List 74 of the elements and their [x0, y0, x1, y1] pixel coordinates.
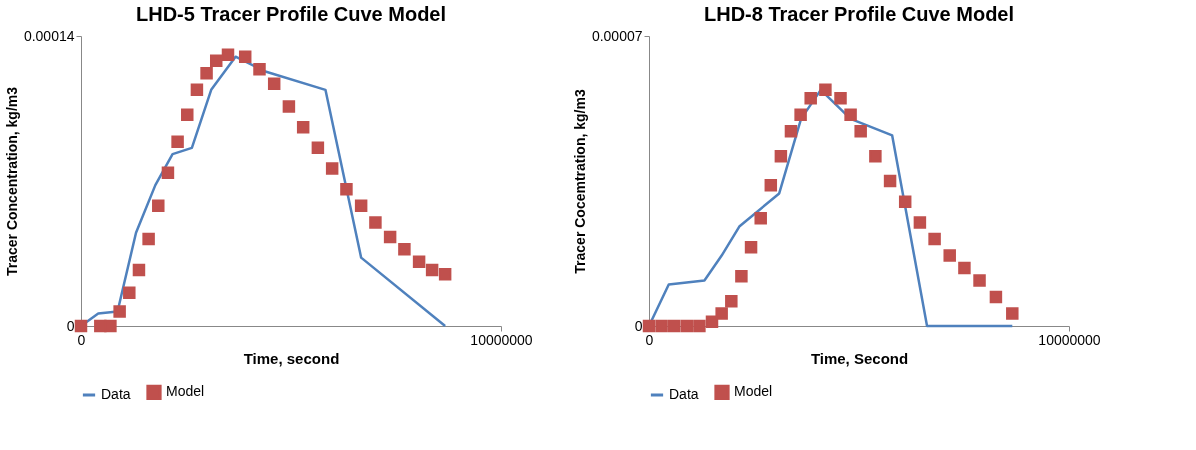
point — [1006, 307, 1019, 320]
point — [253, 62, 266, 76]
point — [425, 263, 439, 277]
point — [854, 125, 867, 138]
chart-title: LHD-5 Tracer Profile Cuve Model — [135, 3, 447, 25]
point — [819, 83, 832, 97]
point — [667, 319, 681, 333]
point — [210, 54, 223, 68]
point — [296, 120, 310, 134]
y-axis-title: Tracer Concentration, kg/m3 — [3, 86, 20, 277]
point — [715, 307, 728, 320]
point — [123, 286, 136, 300]
x-tick-label: 0 — [645, 331, 654, 348]
point — [642, 319, 656, 333]
point — [973, 274, 986, 287]
point — [735, 270, 748, 283]
point — [221, 48, 235, 61]
x-tick-label: 10000000 — [470, 331, 533, 348]
point — [200, 67, 213, 80]
point — [943, 249, 956, 262]
point — [693, 319, 706, 333]
point — [438, 267, 452, 281]
point — [794, 108, 807, 121]
point — [989, 290, 1003, 304]
point — [754, 212, 767, 225]
point — [412, 255, 426, 269]
x-tick-label: 0 — [77, 331, 86, 348]
point — [655, 319, 668, 333]
point — [680, 319, 694, 333]
point — [104, 319, 117, 333]
point — [142, 232, 155, 246]
x-axis-title: Time, second — [243, 349, 340, 367]
point — [958, 261, 971, 275]
point — [764, 178, 778, 192]
point — [804, 91, 817, 105]
point — [113, 305, 126, 318]
x-tick-label: 10000000 — [1038, 331, 1101, 348]
chart-title: LHD-8 Tracer Profile Cuve Model — [703, 3, 1015, 25]
point — [834, 91, 847, 105]
point — [774, 149, 788, 163]
point — [181, 108, 194, 121]
point — [152, 199, 165, 213]
legend-label: Model — [734, 383, 773, 400]
y-axis-title: Tracer Cocemtration, kg/m3 — [571, 89, 588, 274]
point — [784, 125, 798, 138]
point — [340, 183, 353, 196]
point — [869, 149, 882, 163]
point — [325, 162, 339, 175]
point — [74, 319, 88, 333]
point — [725, 294, 738, 308]
point — [238, 50, 252, 63]
point — [398, 243, 411, 256]
point — [369, 216, 382, 229]
point — [383, 230, 397, 244]
point — [171, 135, 184, 148]
point — [311, 141, 325, 155]
point — [928, 232, 941, 246]
x-axis-title: Time, Second — [810, 349, 909, 367]
legend-label: Model — [166, 383, 205, 400]
point — [744, 241, 758, 254]
y-tick-label: 0.00014 — [23, 27, 75, 44]
point — [913, 216, 927, 229]
point — [898, 195, 912, 208]
point — [161, 166, 175, 179]
point — [354, 199, 368, 213]
point — [132, 263, 146, 277]
y-tick-label: 0.00007 — [591, 27, 643, 44]
legend-label: Data — [669, 386, 699, 402]
legend-label: Data — [101, 386, 131, 402]
point — [844, 108, 857, 121]
point — [282, 100, 296, 113]
point — [190, 83, 204, 97]
point — [883, 174, 897, 188]
point — [267, 77, 281, 90]
